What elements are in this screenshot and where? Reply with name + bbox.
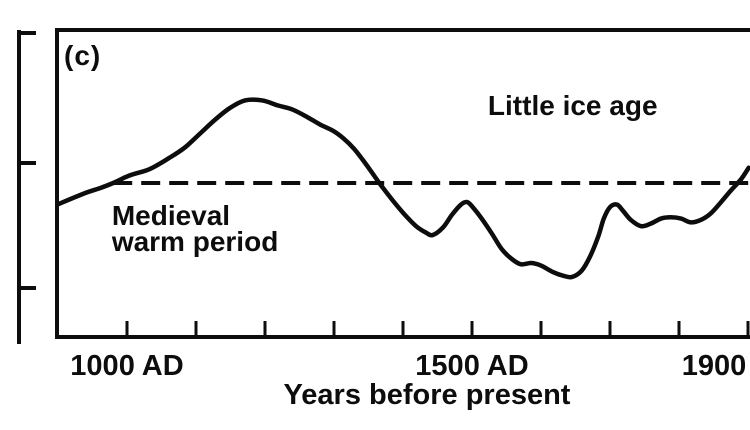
temperature-curve (55, 97, 750, 280)
annotation-medieval-warm-period: Medieval warm period (111, 199, 279, 257)
annotation-little-ice-age: Little ice age (487, 89, 658, 121)
x-tick-label-1000: 1000 AD (70, 350, 184, 382)
x-tick-label-1900: 1900 (681, 350, 747, 382)
x-axis-title: Years before present (283, 379, 571, 411)
panel-label: (c) (64, 40, 102, 71)
x-tick-label-1500: 1500 AD (415, 350, 529, 382)
